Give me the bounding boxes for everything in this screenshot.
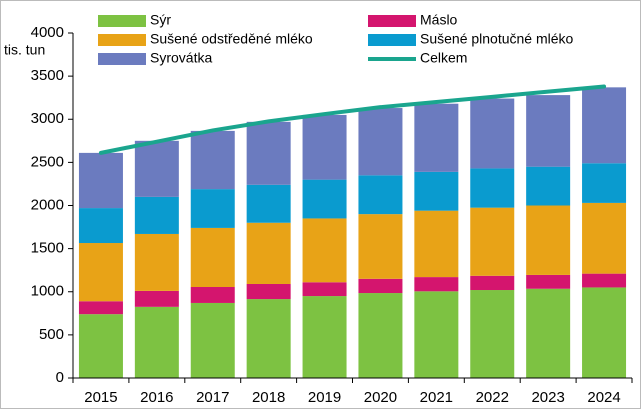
bar — [414, 103, 459, 172]
legend-swatch — [98, 53, 146, 65]
bar — [302, 114, 347, 180]
y-axis-label: tis. tun — [4, 42, 45, 58]
bar — [526, 166, 571, 206]
bar — [582, 287, 627, 378]
y-tick-label: 4000 — [31, 24, 64, 41]
y-tick-label: 1000 — [31, 283, 64, 300]
bar — [470, 290, 515, 378]
bar — [246, 299, 291, 378]
x-tick-label: 2017 — [196, 389, 229, 406]
bar — [246, 222, 291, 284]
y-tick-label: 2500 — [31, 153, 64, 170]
x-tick-label: 2021 — [420, 389, 453, 406]
bar — [78, 314, 123, 378]
total-line — [98, 84, 607, 155]
bar — [78, 208, 123, 244]
bar — [134, 196, 179, 234]
legend-swatch — [98, 34, 146, 46]
x-tick-label: 2024 — [587, 389, 620, 406]
legend-label: Sušené plnotučné mléko — [420, 31, 574, 47]
bar — [526, 205, 571, 275]
y-tick-label: 3000 — [31, 110, 64, 127]
bar — [246, 184, 291, 223]
x-tick-label: 2015 — [84, 389, 117, 406]
y-tick-label: 500 — [39, 326, 64, 343]
legend-swatch — [98, 15, 146, 27]
bar — [582, 87, 627, 164]
bar — [134, 290, 179, 307]
x-tick-label: 2022 — [476, 389, 509, 406]
legend-swatch — [368, 15, 416, 27]
bar — [414, 277, 459, 292]
x-tick-label: 2018 — [252, 389, 285, 406]
bar — [78, 243, 123, 302]
y-tick-label: 2000 — [31, 196, 64, 213]
x-tick-label: 2016 — [140, 389, 173, 406]
bar — [190, 227, 235, 288]
bar — [78, 301, 123, 315]
legend-label: Syrovátka — [150, 50, 212, 66]
bar — [582, 163, 627, 203]
y-tick-label: 1500 — [31, 240, 64, 257]
bar — [526, 95, 571, 167]
x-tick-label: 2019 — [308, 389, 341, 406]
bar — [358, 278, 403, 294]
bar — [246, 121, 291, 185]
bar — [470, 98, 515, 169]
legend-label: Celkem — [420, 50, 467, 66]
bar — [358, 175, 403, 215]
bar — [134, 233, 179, 291]
bar — [582, 273, 627, 288]
bar — [190, 302, 235, 378]
legend-swatch — [368, 34, 416, 46]
bar — [190, 189, 235, 228]
bar — [358, 214, 403, 279]
bar — [246, 283, 291, 300]
bar — [358, 108, 403, 176]
bar — [414, 291, 459, 378]
x-tick-label: 2023 — [531, 389, 564, 406]
legend-label: Sušené odstředěné mléko — [150, 31, 313, 47]
bar — [302, 218, 347, 283]
bar — [190, 287, 235, 303]
y-tick-label: 0 — [56, 369, 64, 386]
bar — [302, 179, 347, 219]
bar — [302, 282, 347, 297]
bar — [134, 140, 179, 197]
y-tick-label: 3500 — [31, 67, 64, 84]
bar — [582, 202, 627, 274]
bar — [470, 168, 515, 208]
bar — [414, 171, 459, 211]
bar — [78, 152, 123, 209]
x-tick-label: 2020 — [364, 389, 397, 406]
bar — [470, 275, 515, 291]
bar — [526, 288, 571, 378]
legend-label: Máslo — [420, 12, 458, 28]
bar — [414, 210, 459, 278]
bar — [470, 207, 515, 276]
bar — [358, 293, 403, 378]
bar — [190, 130, 235, 190]
bar — [302, 296, 347, 378]
bar — [134, 306, 179, 378]
bar — [526, 274, 571, 289]
legend-label: Sýr — [150, 12, 171, 28]
